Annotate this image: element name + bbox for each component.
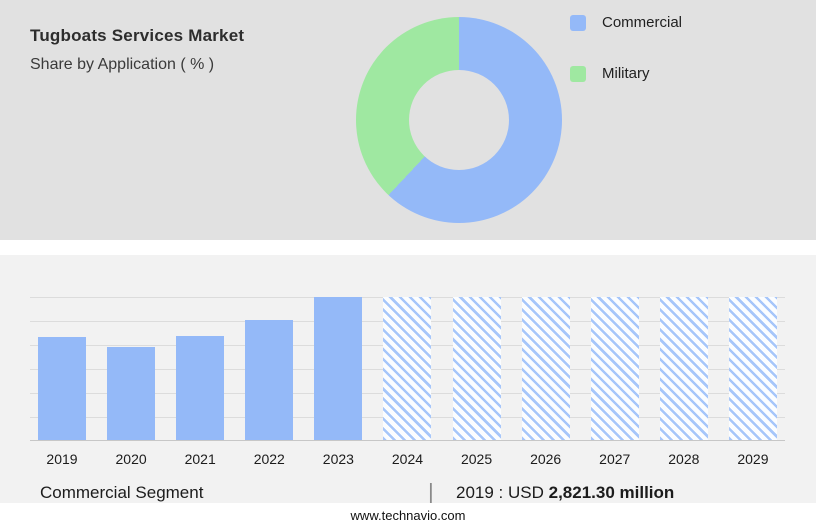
x-axis-label: 2027 [599, 451, 631, 467]
forecast-bar [452, 297, 501, 440]
forecast-bar [659, 297, 708, 440]
x-axis-label: 2020 [115, 451, 147, 467]
forecast-bar [590, 297, 639, 440]
caption-divider: | [428, 479, 434, 504]
legend-item-military: Military [570, 65, 682, 82]
bars-row [30, 297, 785, 440]
website-link: www.technavio.com [350, 508, 466, 523]
legend-item-commercial: Commercial [570, 14, 682, 31]
caption-value-prefix: 2019 : USD [456, 483, 549, 502]
x-axis-label: 2025 [460, 451, 493, 467]
x-axis-label: 2024 [391, 451, 424, 467]
chart-header: Tugboats Services Market Share by Applic… [30, 26, 244, 74]
legend-swatch-commercial [570, 14, 586, 31]
x-axis-label: 2029 [737, 451, 769, 467]
legend-label: Commercial [602, 14, 683, 31]
website-footer: www.technavio.com [0, 503, 816, 528]
x-axis-label: 2021 [184, 451, 216, 467]
bar-chart-panel: 2019 2020 2021 2022 2023 2024 2025 2026 2027 2028… [0, 255, 816, 528]
caption-value-amount: 2,821.30 million [548, 483, 675, 502]
bar [176, 335, 225, 440]
legend-swatch-military [570, 65, 586, 82]
bar-chart-plot-area [30, 297, 785, 441]
x-axis-label: 2026 [530, 451, 562, 467]
x-axis-label: 2028 [668, 451, 700, 467]
x-axis-label: 2022 [253, 451, 285, 467]
legend: Commercial Military [570, 14, 682, 116]
forecast-bar [728, 297, 777, 440]
page-title: Tugboats Services Market [30, 26, 245, 45]
bar [314, 297, 363, 440]
segment-label: Commercial Segment [40, 483, 204, 502]
forecast-bar [521, 297, 570, 440]
panel-divider [0, 240, 816, 255]
forecast-bar [383, 297, 432, 440]
bar [107, 347, 156, 440]
x-axis-label: 2023 [322, 451, 354, 467]
chart-subtitle: Share by Application ( % ) [30, 56, 215, 73]
bar [38, 337, 86, 440]
caption-value: 2019 : USD 2,821.30 million [456, 483, 674, 503]
x-axis-labels: 2019 2020 2021 2022 2023 2024 2025 2026 2027 2028… [30, 451, 785, 467]
x-axis-label: 2019 [46, 451, 78, 467]
donut-hole [409, 70, 509, 170]
donut-chart [356, 17, 562, 223]
donut-panel: Tugboats Services Market Share by Applic… [0, 0, 816, 240]
bar [245, 319, 294, 440]
caption-row: Commercial Segment | 2019 : USD 2,821.30… [0, 479, 816, 509]
legend-label: Military [602, 65, 650, 82]
